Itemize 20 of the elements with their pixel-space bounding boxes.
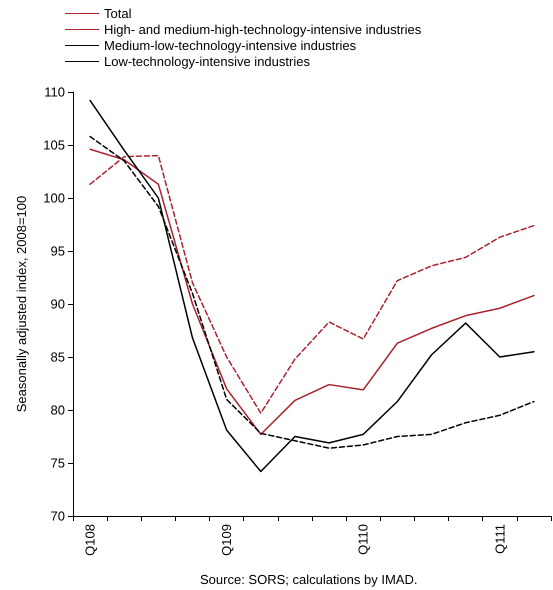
y-axis-title: Seasonally adjusted index, 2008=100 <box>14 196 29 412</box>
y-tick-label: 105 <box>43 138 65 152</box>
y-tick-label: 85 <box>50 350 65 364</box>
line-series <box>89 100 535 472</box>
y-tick-label: 100 <box>43 190 65 206</box>
x-tick-label: Q110 <box>356 524 371 555</box>
y-tick-label: 110 <box>44 84 65 100</box>
legend-label: Total <box>104 6 132 21</box>
y-tick-label: 80 <box>50 402 65 418</box>
x-tick-label: Q109 <box>219 524 234 556</box>
y-tick-label: 90 <box>50 296 65 312</box>
y-tick-label: 70 <box>50 508 65 524</box>
source-note: Source: SORS; calculations by IMAD. <box>200 572 418 587</box>
y-tick-label: 75 <box>50 456 65 470</box>
legend-label: Medium-low-technology-intensive industries <box>104 38 357 53</box>
x-tick-label: Q111 <box>492 524 508 554</box>
y-tick-label: 95 <box>50 244 65 258</box>
x-tick-label: Q108 <box>82 524 98 556</box>
legend-label: Low-technology-intensive industries <box>104 54 310 69</box>
legend-label: High- and medium-high-technology-intensive industries <box>104 22 422 37</box>
